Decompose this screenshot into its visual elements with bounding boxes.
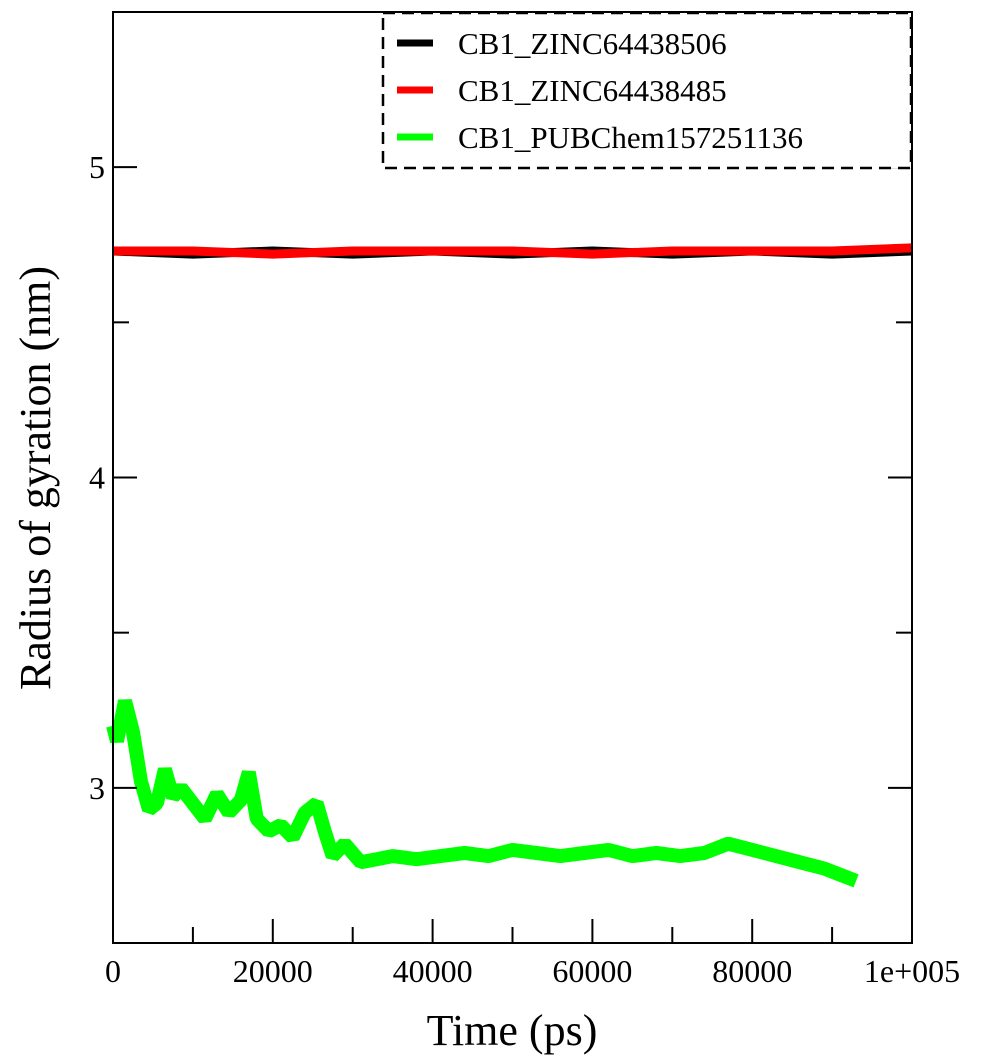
series-lines <box>106 243 913 888</box>
x-tick-label: 80000 <box>712 953 792 989</box>
legend: CB1_ZINC64438506 CB1_ZINC64438485 CB1_PUBC… <box>381 11 913 170</box>
x-axis-title: Time (ps) <box>427 1006 598 1055</box>
x-tick-label: 20000 <box>233 953 313 989</box>
x-tick-label: 0 <box>105 953 121 989</box>
legend-label: CB1_ZINC64438485 <box>458 73 727 108</box>
x-tick-label: 1e+005 <box>864 953 960 989</box>
legend-box <box>381 11 913 170</box>
y-tick-label: 3 <box>89 770 105 806</box>
series-line-3 <box>106 699 859 888</box>
x-tick-label: 60000 <box>552 953 632 989</box>
legend-label: CB1_ZINC64438506 <box>458 26 727 61</box>
series-line-2 <box>113 243 913 259</box>
legend-label: CB1_PUBChem157251136 <box>458 120 803 155</box>
axis-ticks: 0 20000 40000 60000 80000 1e+005 3 4 5 <box>89 149 960 989</box>
y-axis-title: Radius of gyration (nm) <box>11 266 60 690</box>
y-tick-label: 4 <box>89 460 105 496</box>
x-tick-label: 40000 <box>393 953 473 989</box>
y-tick-label: 5 <box>89 149 105 185</box>
